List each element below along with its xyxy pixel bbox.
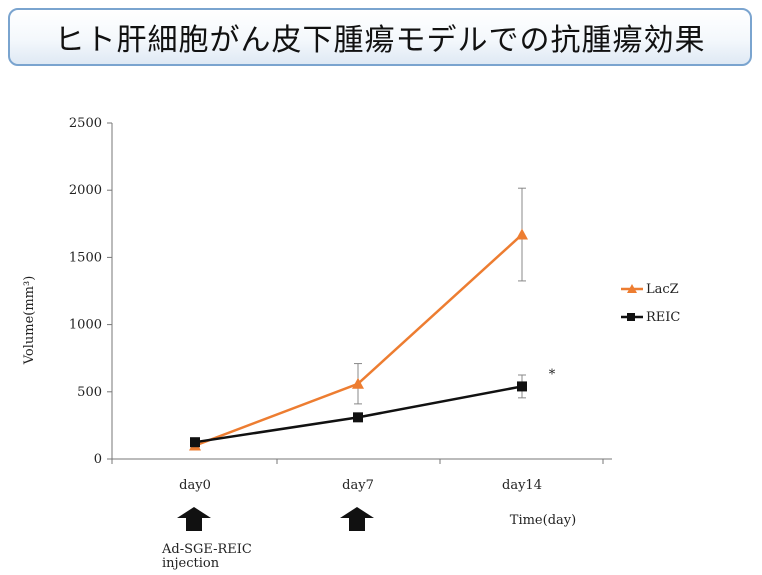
y-tick-label: 2500 [69, 116, 102, 131]
legend-marker-reic [627, 313, 635, 321]
x-tick-label: day7 [342, 478, 374, 493]
x-axis-label: Time(day) [510, 513, 576, 528]
y-tick-label: 1500 [69, 250, 102, 265]
data-point-reic [353, 412, 363, 423]
chart-axes [107, 122, 612, 464]
page-title: ヒト肝細胞がん皮下腫瘍モデルでの抗腫瘍効果 [54, 23, 706, 58]
x-tick-label: day14 [502, 478, 542, 493]
legend-marker-lacz [627, 284, 637, 293]
y-tick-label: 2000 [69, 183, 102, 198]
y-tick-label: 1000 [69, 318, 102, 333]
x-tick-labels: day0 day7 day14 [179, 478, 542, 493]
significance-marker: * [549, 367, 556, 382]
legend-label-lacz: LacZ [646, 282, 679, 297]
data-point-lacz [516, 228, 528, 240]
injection-arrows [177, 507, 374, 531]
injection-arrow-icon [340, 507, 374, 531]
data-point-lacz [352, 377, 364, 389]
y-tick-label: 500 [77, 385, 102, 400]
injection-label-line1: Ad-SGE-REIC [161, 542, 252, 557]
data-point-reic [190, 437, 200, 448]
x-tick-label: day0 [179, 478, 211, 493]
injection-label-line2: injection [162, 556, 220, 571]
injection-arrow-icon [177, 507, 211, 531]
y-axis-label: Volume(mm³) [22, 276, 37, 366]
title-box: ヒト肝細胞がん皮下腫瘍モデルでの抗腫瘍効果 [8, 8, 752, 66]
y-tick-label: 0 [94, 452, 102, 467]
legend-label-reic: REIC [646, 310, 680, 325]
chart-series: * [189, 187, 556, 451]
data-point-reic [517, 381, 527, 392]
y-tick-labels: 0 500 1000 1500 2000 2500 [69, 116, 102, 467]
chart-legend: LacZ REIC [621, 282, 680, 325]
